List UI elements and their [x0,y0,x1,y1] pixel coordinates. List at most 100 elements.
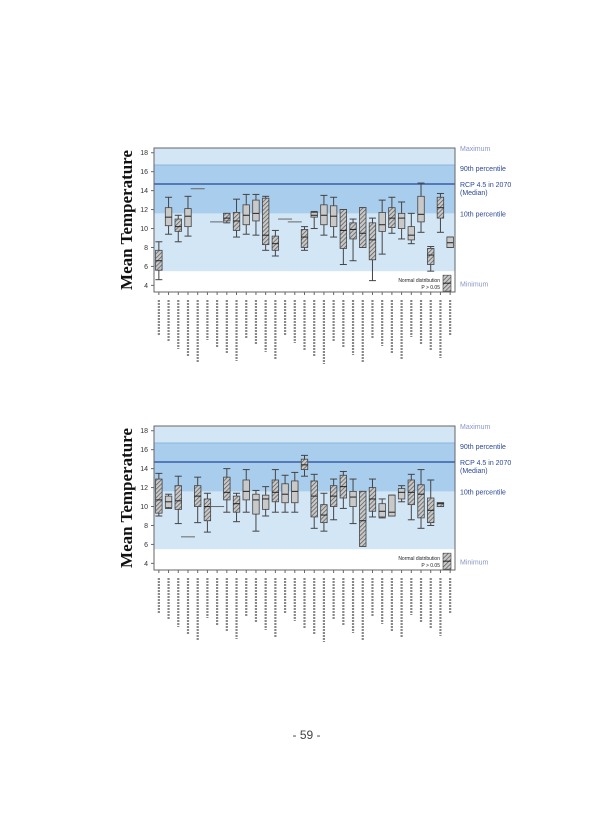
legend-label: Normal distribution [398,556,440,562]
y-tick-label: 6 [144,542,148,549]
boxplot-chart-2: Maximum 90th percentile RCP 4.5 in 2070 10t… [108,418,528,698]
chart-svg: Maximum 90th percentile RCP 4.5 in 2070 10t… [117,424,511,642]
box-16 [300,454,309,477]
box [427,248,435,265]
box-29 [427,479,435,526]
box-26 [397,201,406,240]
label-p10: 10th percentile [460,211,506,218]
box [359,207,367,248]
label-median: RCP 4.5 in 2070 [460,460,511,467]
box-9 [232,492,241,523]
box [388,494,396,517]
y-tick-label: 8 [144,245,148,252]
box-9 [232,198,241,238]
box-14 [281,474,289,513]
label-minimum: Minimum [460,559,489,566]
box-25 [388,494,396,517]
box-16 [300,226,309,251]
y-tick-label: 14 [140,188,148,195]
label-p90: 90th percentile [460,166,506,173]
box [184,208,192,228]
box [242,479,250,501]
box [417,195,425,223]
y-tick-label: 4 [144,283,148,290]
box-22 [359,207,367,248]
box-2 [164,196,173,235]
box-29 [427,246,435,272]
box [252,493,260,515]
y-axis-title: Mean Temperature [117,150,136,290]
box-24 [378,199,386,255]
box-17 [310,473,318,529]
box [262,494,270,510]
y-axis-title: Mean Temperature [117,428,136,568]
y-tick-label: 16 [140,169,148,176]
box-19 [329,478,338,521]
legend-sublabel: P > 0.05 [421,563,440,569]
box-20 [339,470,347,509]
box-4 [184,195,192,237]
label-maximum: Maximum [460,424,491,431]
box-21 [349,478,357,525]
box [300,229,309,248]
y-tick-label: 12 [140,485,148,492]
box [174,485,182,510]
box-28 [417,182,425,233]
page-number: - 59 - [292,728,321,742]
box [223,212,231,222]
y-tick-label: 12 [140,207,148,214]
box-11 [252,193,260,236]
label-maximum: Maximum [460,146,491,153]
box-6 [203,492,212,533]
box-1 [155,472,163,517]
chart-svg: Maximum 90th percentile RCP 4.5 in 2070 10t… [117,146,511,364]
y-tick-label: 6 [144,264,148,271]
box-20 [339,209,347,266]
box-30 [436,502,445,508]
box-15 [291,471,299,513]
box [252,199,260,222]
box-21 [349,218,357,262]
label-median-sub: (Median) [460,468,488,475]
box-1 [155,241,163,281]
label-minimum: Minimum [460,281,489,288]
box [436,502,445,507]
box-19 [329,196,338,238]
box-12 [262,195,270,251]
box-17 [310,210,318,230]
box [271,479,280,503]
box [203,498,212,522]
box-8 [223,212,231,224]
box-11 [252,489,260,532]
box [339,209,347,249]
box-12 [262,486,270,517]
boxplot-chart-1: Maximum 90th percentile RCP 4.5 in 2070 10t… [108,140,528,420]
box [310,480,318,518]
box-23 [368,217,377,282]
box-25 [388,196,396,234]
y-tick-label: 16 [140,447,148,454]
box [359,490,367,547]
legend-sublabel: P > 0.05 [421,285,440,291]
legend-label: Normal distribution [398,278,440,284]
box [397,488,406,500]
box [281,483,289,504]
box [378,212,386,232]
label-median: RCP 4.5 in 2070 [460,182,511,189]
box-13 [271,229,280,257]
box-31 [446,236,454,248]
box [368,222,377,261]
box [349,222,357,240]
box [262,197,270,246]
box-22 [359,490,367,547]
box [417,484,425,519]
box-3 [174,214,182,243]
box-28 [417,469,425,529]
box-24 [378,498,386,519]
box [320,504,328,524]
y-tick-label: 18 [140,428,148,435]
box-10 [242,469,250,513]
box-27 [407,473,415,521]
box-30 [436,192,445,233]
box [349,490,357,507]
